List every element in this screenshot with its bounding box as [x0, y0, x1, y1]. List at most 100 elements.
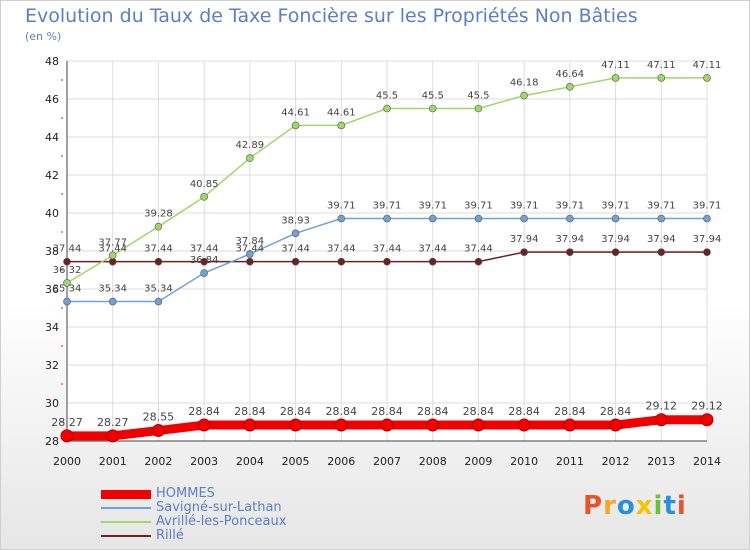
- legend-label: HOMMES: [156, 486, 215, 501]
- data-label: 47.11: [601, 60, 630, 71]
- data-point: [611, 214, 620, 223]
- data-label: 45.5: [422, 91, 444, 102]
- x-tick-label: 2014: [693, 455, 721, 468]
- data-label: 45.5: [376, 91, 398, 102]
- data-label: 37.44: [327, 244, 356, 255]
- data-point: [108, 251, 117, 260]
- x-tick-label: 2005: [282, 455, 310, 468]
- data-point: [154, 297, 163, 306]
- x-tick-label: 2007: [373, 455, 401, 468]
- data-point: [106, 429, 120, 443]
- data-point: [700, 413, 714, 427]
- data-label: 37.44: [236, 244, 265, 255]
- data-label: 37.44: [418, 244, 447, 255]
- data-point: [334, 418, 348, 432]
- data-point: [108, 257, 117, 266]
- data-label: 37.94: [510, 234, 539, 245]
- data-label: 39.71: [556, 201, 585, 212]
- y-tick-label: 38: [45, 245, 59, 258]
- x-tick-label: 2012: [602, 455, 630, 468]
- legend-item: HOMMES: [101, 487, 286, 501]
- data-label: 37.44: [53, 244, 82, 255]
- data-label: 39.71: [327, 201, 356, 212]
- data-label: 29.12: [691, 400, 723, 413]
- legend-label: Rillé: [156, 528, 184, 543]
- data-point: [428, 214, 437, 223]
- data-label: 39.28: [144, 209, 173, 220]
- data-label: 29.12: [646, 400, 678, 413]
- data-point: [566, 214, 574, 223]
- data-point: [428, 257, 437, 266]
- data-label: 28.55: [143, 411, 175, 424]
- data-point: [520, 91, 528, 100]
- y-tick-label: 46: [45, 93, 59, 106]
- data-label: 37.94: [693, 234, 722, 245]
- data-label: 39.71: [373, 201, 402, 212]
- data-point: [243, 418, 257, 432]
- data-point: [609, 418, 623, 432]
- data-point: [200, 257, 208, 266]
- data-point: [337, 121, 346, 130]
- data-point: [246, 250, 254, 258]
- data-label: 28.84: [417, 405, 449, 418]
- logo-letter: x: [635, 491, 654, 521]
- legend-swatch: [101, 535, 151, 537]
- data-point: [200, 269, 208, 277]
- data-point: [383, 257, 391, 266]
- data-point: [337, 214, 346, 223]
- data-label: 37.44: [190, 244, 219, 255]
- y-tick-label: 40: [45, 207, 59, 220]
- data-label: 28.84: [600, 405, 632, 418]
- data-point: [520, 214, 528, 223]
- data-point: [474, 104, 483, 113]
- data-point: [63, 257, 71, 266]
- data-point: [517, 418, 531, 432]
- data-label: 35.34: [144, 284, 173, 295]
- legend-item: Savigné-sur-Lathan: [101, 501, 286, 515]
- data-point: [154, 257, 163, 266]
- data-label: 35.34: [98, 284, 127, 295]
- data-label: 39.71: [601, 201, 630, 212]
- x-tick-label: 2001: [99, 455, 127, 468]
- data-point: [154, 222, 163, 231]
- data-point: [63, 279, 71, 287]
- logo-letter: r: [603, 491, 617, 521]
- y-tick-label: 44: [45, 131, 59, 144]
- data-label: 37.84: [236, 236, 265, 247]
- data-point: [291, 229, 300, 238]
- x-tick-label: 2013: [647, 455, 675, 468]
- data-point: [611, 74, 620, 82]
- data-label: 40.85: [190, 179, 219, 190]
- x-tick-label: 2003: [190, 455, 218, 468]
- data-label: 28.27: [97, 416, 129, 429]
- data-point: [383, 214, 391, 223]
- y-tick-label: 28: [45, 435, 59, 448]
- y-tick-label: 30: [45, 397, 59, 410]
- y-tick-label: 32: [45, 359, 59, 372]
- data-label: 36.32: [53, 265, 82, 276]
- data-label: 39.71: [464, 201, 493, 212]
- x-tick-label: 2006: [327, 455, 355, 468]
- y-tick-label: 42: [45, 169, 59, 182]
- data-label: 37.44: [281, 244, 310, 255]
- data-label: 46.18: [510, 78, 539, 89]
- legend-swatch: [101, 521, 151, 523]
- data-point: [246, 257, 254, 266]
- legend-label: Savigné-sur-Lathan: [156, 500, 282, 515]
- x-tick-label: 2010: [510, 455, 538, 468]
- data-point: [657, 74, 666, 82]
- data-point: [197, 418, 211, 432]
- data-label: 37.44: [464, 244, 493, 255]
- data-point: [611, 248, 620, 256]
- data-label: 39.71: [647, 201, 676, 212]
- data-label: 44.61: [281, 107, 310, 118]
- data-label: 39.71: [693, 201, 722, 212]
- data-point: [654, 413, 668, 427]
- data-point: [428, 104, 437, 113]
- data-label: 37.77: [98, 237, 127, 248]
- y-tick-label: 34: [45, 321, 59, 334]
- x-tick-label: 2011: [556, 455, 584, 468]
- data-label: 47.11: [647, 60, 676, 71]
- chart-title: Evolution du Taux de Taxe Foncière sur l…: [25, 5, 638, 27]
